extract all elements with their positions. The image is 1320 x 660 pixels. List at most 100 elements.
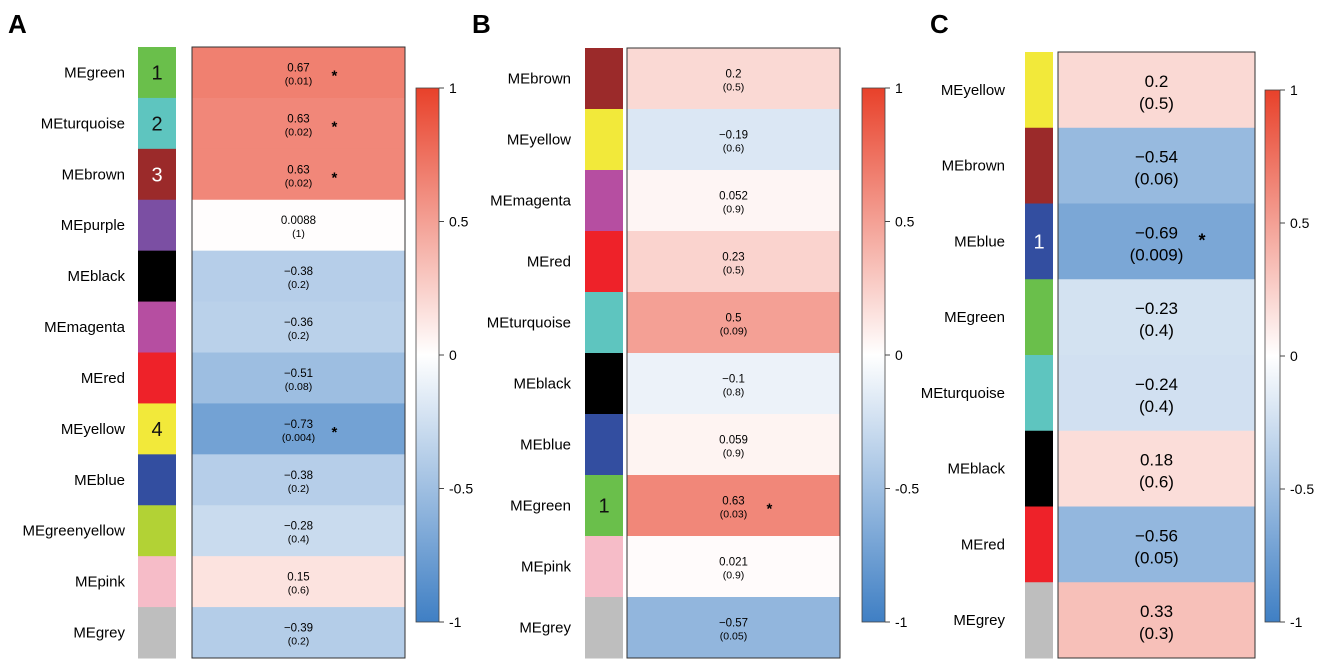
correlation-value-label: −0.54 [1135, 148, 1178, 167]
module-color-swatch [138, 454, 176, 506]
heatmap-cell [192, 505, 405, 557]
module-color-swatch [138, 403, 176, 455]
module-name-label: MEblack [947, 461, 1005, 478]
module-color-swatch [1025, 127, 1053, 204]
p-value-label: (1) [292, 228, 305, 240]
heatmap-cell [192, 301, 405, 353]
correlation-value-label: −0.51 [284, 368, 313, 380]
p-value-label: (0.6) [1139, 473, 1174, 492]
module-row: MEblack −0.1(0.8) [513, 353, 840, 415]
module-row: MEgreenyellow −0.28(0.4) [22, 505, 405, 557]
colorbar-tick-label: -0.5 [895, 481, 919, 497]
heatmap-cell [627, 414, 840, 476]
module-row: MEpink 0.15(0.6) [75, 556, 405, 608]
module-row: MEyellow −0.19(0.6) [507, 109, 840, 171]
p-value-label: (0.2) [288, 279, 310, 291]
p-value-label: (0.02) [285, 126, 312, 138]
colorbar: 1 0.5 0 -0.5 -1 [1264, 82, 1314, 630]
correlation-value-label: 0.15 [287, 572, 309, 584]
module-row: MEpurple 0.0088(1) [61, 199, 405, 252]
module-name-label: MEpink [75, 574, 126, 591]
heatmap-cell [1058, 279, 1255, 356]
heatmap-cell [627, 231, 840, 293]
module-name-label: MEblue [954, 233, 1005, 250]
module-color-swatch [138, 607, 176, 659]
colorbar-tick-label: 0.5 [449, 214, 469, 230]
panel-c: C MEyellow 0.2 (0.5) MEbrown −0.54 (0.06) MEblu… [921, 9, 1314, 659]
module-row: MEgreen 1 0.63(0.03) * [510, 475, 840, 537]
module-row: MEbrown −0.54 (0.06) [942, 127, 1255, 204]
module-color-swatch [585, 109, 623, 171]
module-row: MEturquoise −0.24 (0.4) [921, 355, 1255, 432]
correlation-value-label: 0.052 [719, 191, 748, 203]
heatmap-cell [192, 352, 405, 404]
module-row: MEblue −0.38(0.2) [74, 454, 405, 506]
module-color-swatch [585, 48, 623, 110]
heatmap-cell [192, 97, 405, 150]
correlation-value-label: 0.2 [726, 69, 742, 81]
heatmap-cell [192, 607, 405, 659]
p-value-label: (0.4) [288, 534, 310, 546]
p-value-label: (0.2) [288, 330, 310, 342]
p-value-label: (0.3) [1139, 624, 1174, 643]
significance-marker: * [332, 424, 338, 441]
module-name-label: MEyellow [61, 421, 125, 438]
colorbar-tick-label: -1 [895, 614, 908, 630]
p-value-label: (0.9) [723, 204, 745, 216]
p-value-label: (0.06) [1134, 170, 1178, 189]
module-name-label: MEyellow [941, 82, 1005, 99]
module-color-swatch [138, 352, 176, 404]
module-color-swatch [585, 597, 623, 659]
module-name-label: MEbrown [508, 71, 571, 88]
module-color-swatch [138, 556, 176, 608]
heatmap-cell [192, 250, 405, 303]
module-name-label: MEpink [521, 559, 572, 576]
heatmap-cell [192, 454, 405, 506]
module-row: MEmagenta −0.36(0.2) [44, 301, 405, 353]
panel-label: B [472, 9, 491, 39]
module-row: MEgrey −0.39(0.2) [73, 607, 405, 659]
p-value-label: (0.08) [285, 381, 312, 393]
correlation-value-label: −0.28 [284, 521, 313, 533]
module-name-label: MEyellow [507, 132, 571, 149]
module-row: MEblue 0.059(0.9) [520, 414, 840, 476]
heatmap-cell [192, 47, 405, 99]
module-color-swatch [585, 414, 623, 476]
module-row: MEyellow 4 −0.73(0.004) * [61, 403, 405, 455]
heatmap-cell [192, 403, 405, 455]
p-value-label: (0.6) [723, 143, 745, 155]
heatmap-cell [627, 597, 840, 659]
p-value-label: (0.009) [1130, 245, 1184, 264]
p-value-label: (0.4) [1139, 321, 1174, 340]
heatmap-cell [627, 48, 840, 110]
colorbar-gradient [861, 87, 886, 623]
colorbar-tick-label: 1 [895, 80, 903, 96]
colorbar-gradient [1264, 89, 1281, 623]
module-rank-label: 1 [598, 496, 609, 518]
module-name-label: MEturquoise [487, 315, 571, 332]
heatmap-cell [1058, 355, 1255, 432]
heatmap-cell [192, 199, 405, 252]
module-row: MEred −0.56 (0.05) [961, 506, 1255, 583]
module-name-label: MEblack [67, 268, 125, 285]
module-name-label: MEgreen [510, 498, 571, 515]
module-row: MEturquoise 0.5(0.09) [487, 292, 840, 354]
module-row: MEgreen −0.23 (0.4) [944, 279, 1255, 356]
module-name-label: MEred [81, 370, 125, 387]
p-value-label: (0.05) [720, 631, 747, 643]
correlation-value-label: −0.38 [284, 266, 313, 278]
colorbar-tick-label: -0.5 [1290, 481, 1314, 497]
module-color-swatch [585, 231, 623, 293]
module-row: MEblack 0.18 (0.6) [947, 430, 1255, 507]
heatmap-cell [1058, 506, 1255, 583]
module-row: MEbrown 0.2(0.5) [508, 48, 840, 110]
colorbar-tick-label: -0.5 [449, 481, 473, 497]
p-value-label: (0.5) [1139, 94, 1174, 113]
module-rank-label: 2 [151, 113, 162, 135]
correlation-value-label: 0.059 [719, 435, 748, 447]
module-color-swatch [138, 301, 176, 353]
